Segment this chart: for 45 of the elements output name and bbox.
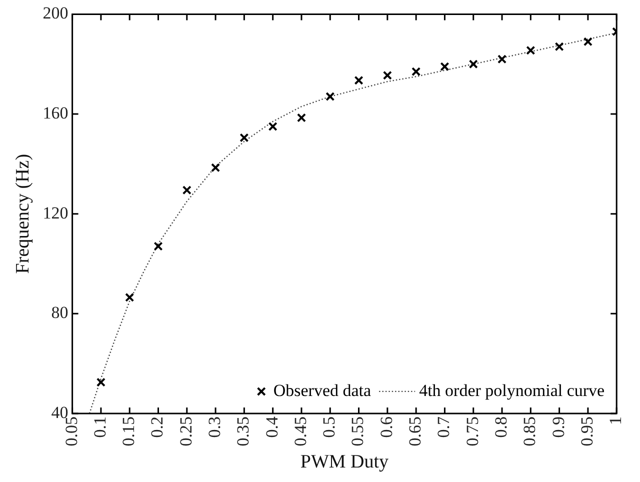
x-tick-label: 0.3 [205,416,224,438]
point [154,242,163,251]
x-tick-label: 0.25 [176,416,196,446]
point [296,113,306,122]
x-tick-label: 0.2 [148,416,167,438]
x-tick-label: 0.85 [520,416,540,446]
x-tick-label: 0.4 [262,416,282,438]
point [412,67,421,76]
y-axis-title: Frequency (Hz) [12,154,34,274]
x-tick-label: 0.75 [462,416,482,446]
point [554,42,564,52]
point [354,76,364,85]
x-tick-label: 0.45 [290,416,310,446]
x-tick-label: 0.95 [577,416,596,446]
x-tick-label: 0.1 [90,416,110,438]
y-tick-label: 80 [51,303,68,322]
point [526,46,536,55]
y-tick-label: 200 [42,4,68,23]
point [583,37,592,46]
y-tick-label: 160 [42,103,68,122]
point [268,122,278,132]
x-tick-label: 1 [606,416,626,425]
point [382,70,392,80]
x-tick-label: 0.55 [348,416,368,446]
x-tick-label: 0.15 [119,416,138,446]
x-tick-label: 0.65 [406,416,425,446]
x-tick-label: 0.5 [320,416,339,438]
legend-label: 4th order polynomial curve [419,380,605,400]
point [211,163,220,172]
point [326,92,335,102]
point [182,186,192,195]
point [468,60,478,69]
legend-label: Observed data [273,380,372,400]
x-tick-label: 0.9 [548,416,568,438]
x-tick-label: 0.35 [234,416,253,446]
point [440,62,450,72]
x-axis-title: PWM Duty [300,452,390,473]
point [240,133,249,142]
point [497,54,507,64]
point [125,292,134,302]
x-tick-label: 0.7 [434,416,454,438]
x-tick-label: 0.8 [491,416,510,438]
y-tick-label: 120 [42,203,68,222]
point [96,378,106,387]
x-tick-label: 0.6 [376,416,396,438]
